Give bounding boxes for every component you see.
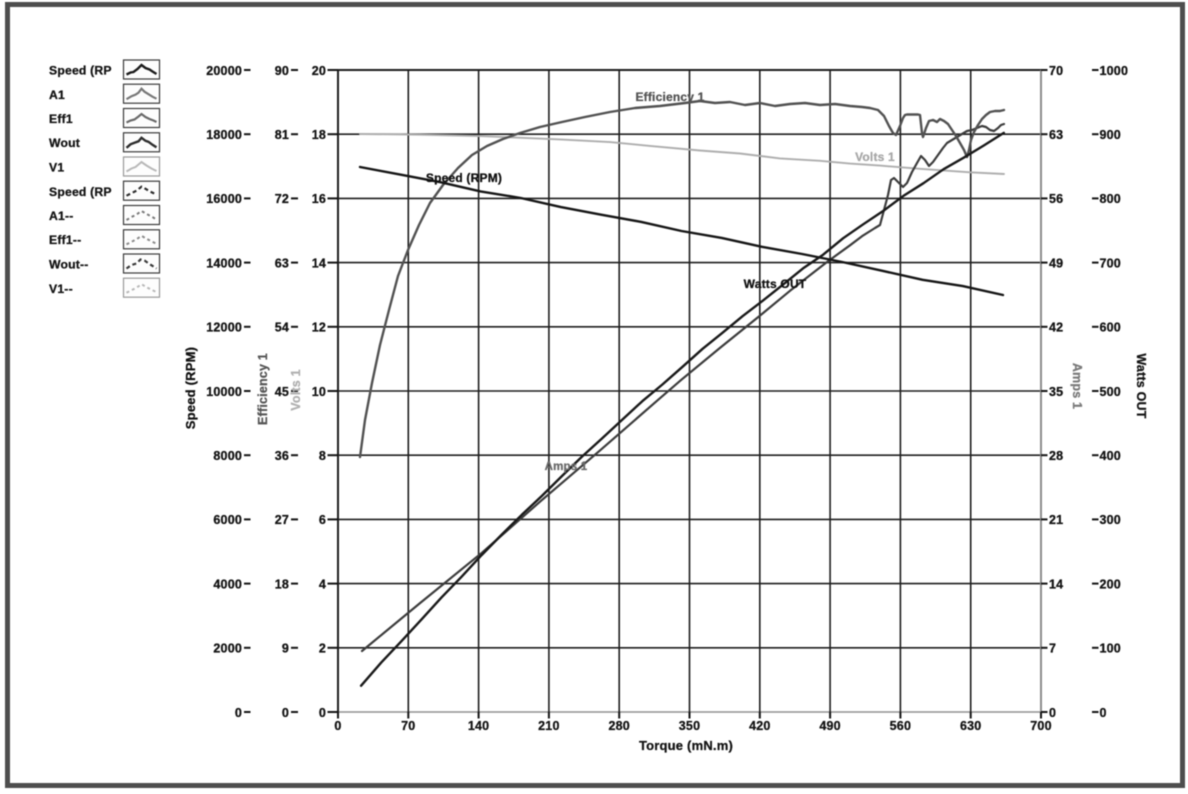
svg-text:Amps 1: Amps 1: [1070, 363, 1084, 409]
svg-text:700: 700: [1030, 719, 1051, 733]
svg-text:700: 700: [1100, 256, 1121, 270]
svg-text:210: 210: [538, 719, 559, 733]
svg-text:42: 42: [1049, 321, 1063, 335]
svg-text:49: 49: [1049, 256, 1063, 270]
svg-text:35: 35: [1049, 385, 1063, 399]
svg-text:12: 12: [312, 321, 326, 335]
svg-text:Eff1: Eff1: [49, 112, 73, 126]
svg-text:72: 72: [275, 192, 289, 206]
svg-text:2000: 2000: [213, 642, 242, 656]
svg-text:7: 7: [1049, 642, 1056, 656]
svg-text:200: 200: [1100, 577, 1121, 591]
svg-text:300: 300: [1100, 513, 1121, 527]
svg-text:8000: 8000: [213, 449, 242, 463]
svg-text:A1: A1: [49, 88, 65, 102]
svg-text:280: 280: [608, 719, 629, 733]
svg-text:12000: 12000: [206, 321, 242, 335]
svg-text:14: 14: [312, 256, 326, 270]
svg-text:Speed (RPM): Speed (RPM): [183, 347, 198, 429]
svg-text:Volts 1: Volts 1: [289, 369, 303, 410]
svg-text:70: 70: [401, 719, 415, 733]
svg-text:0: 0: [282, 706, 289, 720]
svg-text:0: 0: [319, 706, 326, 720]
svg-text:18: 18: [312, 128, 326, 142]
svg-text:Wout--: Wout--: [49, 258, 89, 272]
svg-text:2: 2: [319, 642, 326, 656]
svg-text:4000: 4000: [213, 577, 242, 591]
svg-text:6000: 6000: [213, 513, 242, 527]
svg-text:490: 490: [819, 719, 840, 733]
svg-text:18: 18: [275, 577, 289, 591]
svg-text:350: 350: [679, 719, 700, 733]
svg-text:560: 560: [890, 719, 911, 733]
svg-text:36: 36: [275, 449, 289, 463]
svg-text:8: 8: [319, 449, 326, 463]
svg-text:27: 27: [275, 513, 289, 527]
svg-text:630: 630: [960, 719, 981, 733]
svg-text:9: 9: [282, 642, 289, 656]
svg-text:14: 14: [1049, 577, 1063, 591]
svg-text:4: 4: [319, 577, 326, 591]
svg-text:Efficiency 1: Efficiency 1: [635, 90, 704, 104]
svg-text:16000: 16000: [206, 192, 242, 206]
svg-text:63: 63: [1049, 128, 1063, 142]
svg-text:10000: 10000: [206, 385, 242, 399]
svg-text:20: 20: [312, 64, 326, 78]
svg-text:900: 900: [1100, 128, 1121, 142]
svg-text:0: 0: [235, 706, 242, 720]
svg-text:Speed (RP: Speed (RP: [49, 64, 112, 78]
svg-text:Speed (RPM): Speed (RPM): [426, 171, 502, 185]
svg-text:14000: 14000: [206, 256, 242, 270]
svg-text:Watts OUT: Watts OUT: [1134, 353, 1148, 418]
svg-text:70: 70: [1049, 64, 1063, 78]
svg-text:16: 16: [312, 192, 326, 206]
svg-text:0: 0: [1100, 706, 1107, 720]
svg-text:Torque (mN.m): Torque (mN.m): [639, 738, 733, 753]
svg-text:100: 100: [1100, 642, 1121, 656]
svg-text:21: 21: [1049, 513, 1063, 527]
svg-text:90: 90: [275, 64, 289, 78]
svg-text:10: 10: [312, 385, 326, 399]
svg-text:28: 28: [1049, 449, 1063, 463]
svg-text:63: 63: [275, 256, 289, 270]
svg-text:800: 800: [1100, 192, 1121, 206]
svg-text:20000: 20000: [206, 64, 242, 78]
svg-text:Efficiency 1: Efficiency 1: [256, 353, 270, 425]
svg-text:56: 56: [1049, 192, 1063, 206]
svg-text:400: 400: [1100, 449, 1121, 463]
svg-text:V1--: V1--: [49, 282, 73, 296]
svg-text:Wout: Wout: [49, 136, 80, 150]
svg-text:500: 500: [1100, 385, 1121, 399]
svg-text:140: 140: [468, 719, 489, 733]
svg-text:6: 6: [319, 513, 326, 527]
svg-text:Speed (RP: Speed (RP: [49, 185, 112, 199]
svg-text:A1--: A1--: [49, 209, 74, 223]
svg-text:45: 45: [275, 385, 289, 399]
svg-text:54: 54: [275, 321, 289, 335]
svg-text:420: 420: [749, 719, 770, 733]
svg-text:1000: 1000: [1100, 64, 1129, 78]
svg-text:Volts 1: Volts 1: [855, 150, 895, 164]
svg-text:600: 600: [1100, 321, 1121, 335]
svg-text:Eff1--: Eff1--: [49, 233, 81, 247]
svg-text:0: 0: [1049, 706, 1056, 720]
svg-text:81: 81: [275, 128, 289, 142]
svg-text:V1: V1: [49, 161, 64, 175]
svg-text:Watts OUT: Watts OUT: [744, 277, 807, 291]
svg-text:Amps 1: Amps 1: [545, 461, 588, 473]
svg-text:0: 0: [334, 719, 341, 733]
svg-text:18000: 18000: [206, 128, 242, 142]
